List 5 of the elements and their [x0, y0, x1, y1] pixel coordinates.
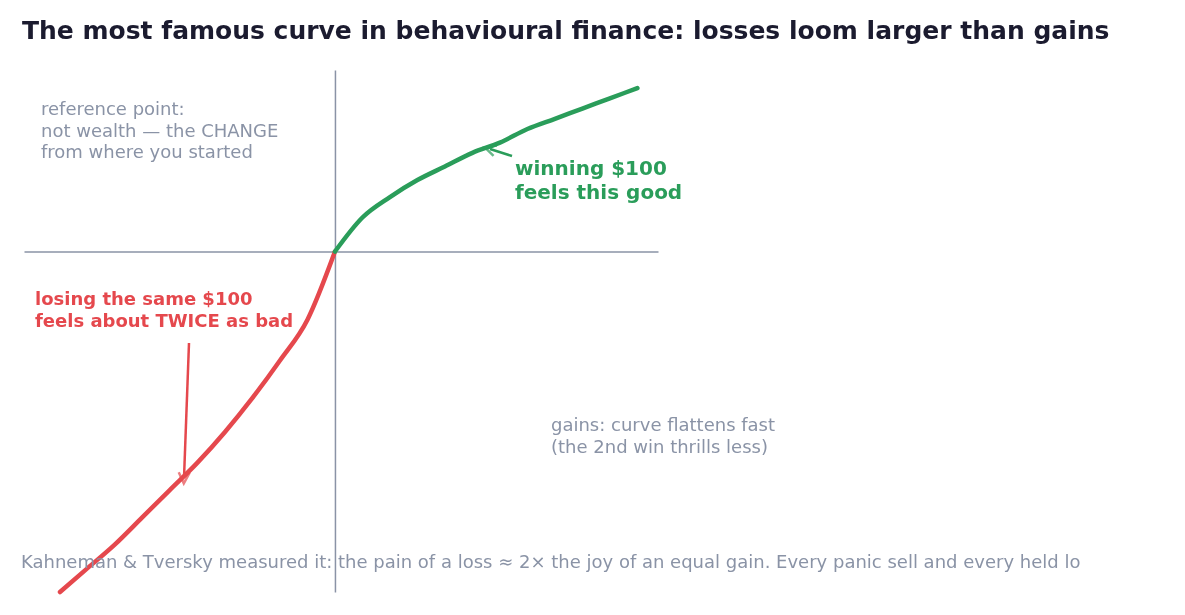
annotation: gains: curve flattens fast (the 2nd win thrills less): [551, 414, 776, 457]
chart-title: The most famous curve in behavioural finance: losses loom larger than gains: [22, 16, 1110, 45]
annotation: winning $100 feels this good: [515, 156, 683, 204]
annotation: losing the same $100 feels about TWICE as bad: [35, 288, 294, 331]
annotation: reference point: not wealth — the CHANGE from where you started: [41, 98, 279, 163]
